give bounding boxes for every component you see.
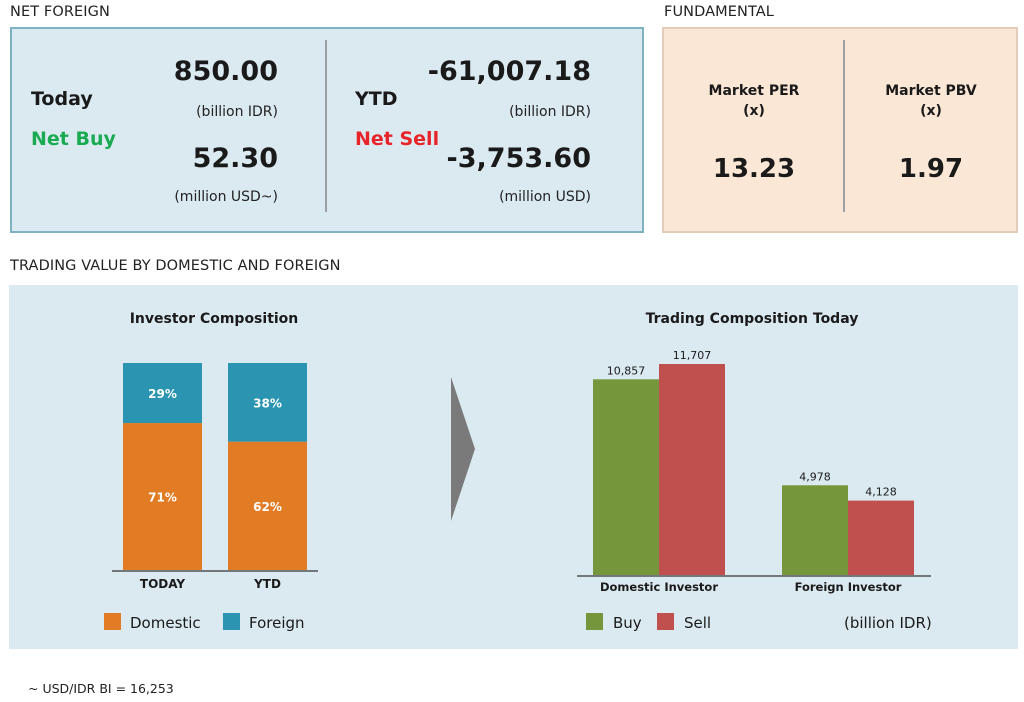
data-label-foreign-today: 29% (148, 387, 177, 401)
footnote: ~ USD/IDR BI = 16,253 (28, 681, 174, 696)
pbv-label-unit: (x) (920, 103, 942, 119)
trading-composition-chart: 10,857 11,707 Domestic Investor 4,978 4,128 F… (577, 349, 931, 594)
today-idr-value: 850.00 (173, 56, 278, 87)
today-status: Net Buy (31, 128, 116, 150)
ytd-label: YTD (355, 88, 398, 110)
bar-sell-foreign-investor (848, 500, 914, 575)
trading-title: TRADING VALUE BY DOMESTIC AND FOREIGN (10, 258, 341, 274)
today-usd-value: 52.30 (192, 143, 278, 174)
per-label-unit: (x) (743, 103, 765, 119)
ytd-idr-unit: (billion IDR) (509, 104, 591, 120)
tick-label-foreign-investor: Foreign Investor (795, 580, 902, 594)
fundamental-panel (662, 27, 1018, 233)
data-label-buy-foreign-investor: 4,978 (799, 470, 831, 483)
bar-domestic-today (123, 423, 202, 570)
legend-swatch-domestic (104, 613, 121, 630)
legend-label-foreign: Foreign (249, 614, 305, 632)
today-idr-unit: (billion IDR) (196, 104, 278, 120)
investor-composition-title: Investor Composition (129, 311, 299, 327)
tick-label-today: TODAY (140, 577, 185, 591)
data-label-foreign-ytd: 38% (253, 396, 282, 410)
unit-note: (billion IDR) (844, 614, 932, 632)
bar-buy-foreign-investor (782, 485, 848, 575)
net-foreign-divider (325, 40, 327, 212)
bar-domestic-ytd (228, 441, 307, 570)
per-label: Market PER (x) (674, 81, 834, 121)
trading-composition-title: Trading Composition Today (645, 311, 859, 327)
legend-swatch-sell (657, 613, 674, 630)
data-label-domestic-ytd: 62% (253, 500, 282, 514)
per-label-name: Market PER (708, 83, 800, 99)
ytd-status: Net Sell (355, 128, 440, 150)
ytd-usd-unit: (million USD) (499, 189, 591, 205)
pbv-label-name: Market PBV (885, 83, 977, 99)
net-foreign-panel (10, 27, 644, 233)
ytd-usd-value: -3,753.60 (446, 143, 591, 174)
fundamental-title: FUNDAMENTAL (664, 4, 774, 20)
data-label-domestic-today: 71% (148, 491, 177, 505)
tick-label-domestic-investor: Domestic Investor (600, 580, 718, 594)
arrow-icon (451, 377, 475, 521)
pbv-value: 1.97 (898, 154, 964, 184)
legend-label-domestic: Domestic (130, 614, 201, 632)
bar-foreign-ytd (228, 363, 307, 442)
investor-composition-chart: 71% 29% TODAY 62% 38% YTD (112, 363, 318, 591)
pbv-label: Market PBV (x) (851, 81, 1011, 121)
bar-buy-domestic-investor (593, 379, 659, 575)
bar-foreign-today (123, 363, 202, 424)
per-value: 13.23 (712, 154, 796, 184)
legend-label-sell: Sell (684, 614, 712, 632)
today-label: Today (31, 88, 93, 110)
legend-swatch-foreign (223, 613, 240, 630)
data-label-buy-domestic-investor: 10,857 (607, 364, 646, 377)
data-label-sell-foreign-investor: 4,128 (865, 486, 897, 499)
data-label-sell-domestic-investor: 11,707 (673, 349, 712, 362)
net-foreign-title: NET FOREIGN (10, 4, 110, 20)
ytd-idr-value: -61,007.18 (427, 56, 591, 87)
bar-sell-domestic-investor (659, 364, 725, 575)
legend-label-buy: Buy (613, 614, 642, 632)
tick-label-ytd: YTD (253, 577, 281, 591)
fundamental-divider (843, 40, 845, 212)
today-usd-unit: (million USD~) (174, 189, 278, 205)
legend-swatch-buy (586, 613, 603, 630)
